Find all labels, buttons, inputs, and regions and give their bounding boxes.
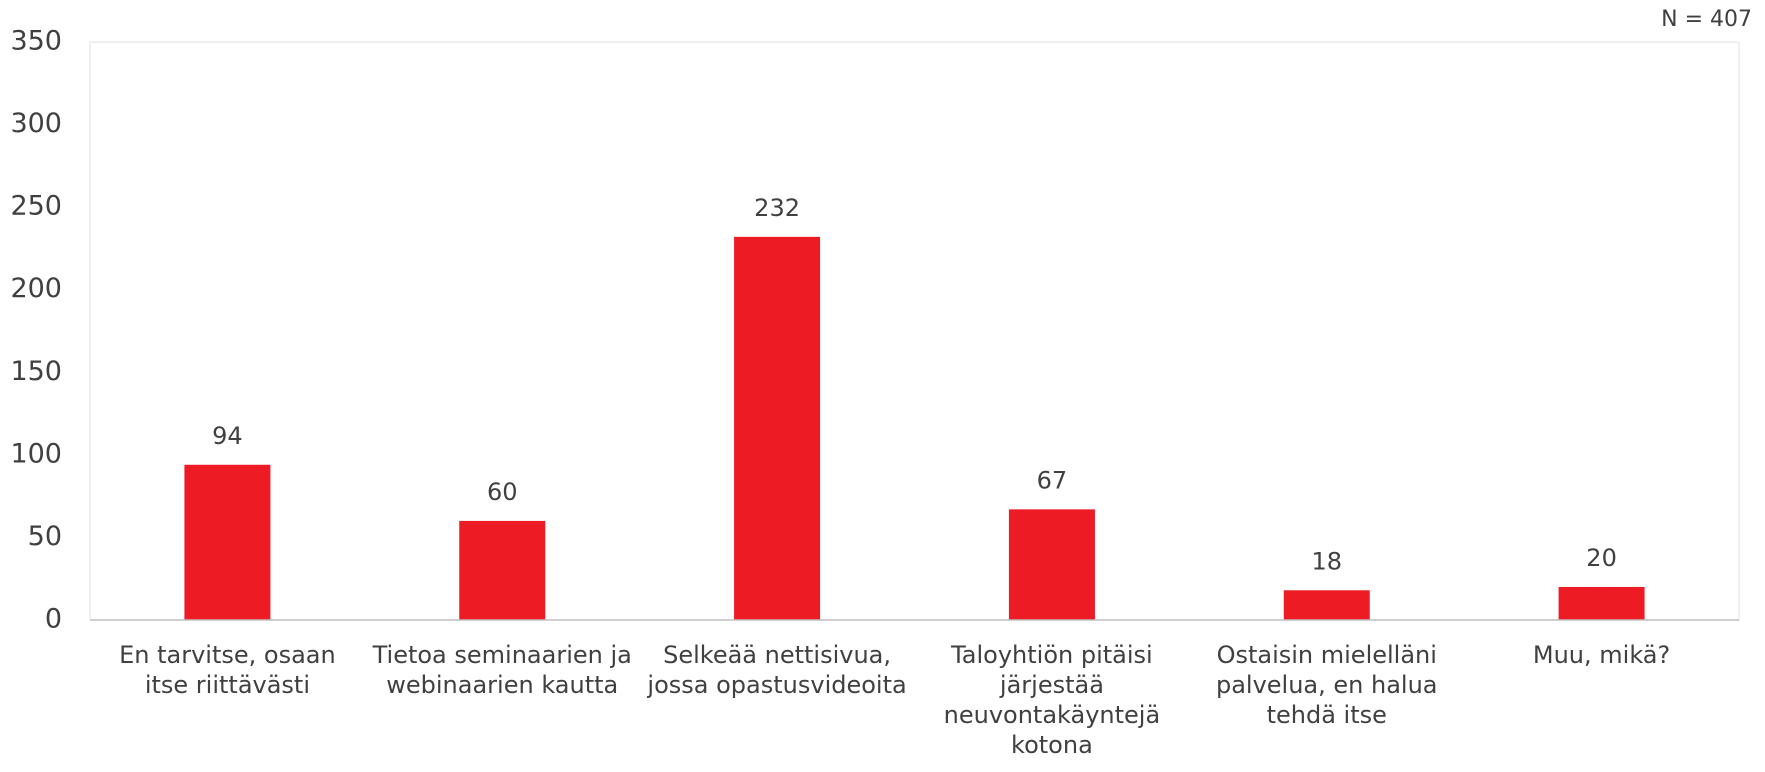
y-tick-label: 150 bbox=[10, 356, 62, 387]
x-tick-label: Ostaisin mielelläni palvelua, en halua t… bbox=[1215, 641, 1438, 729]
x-tick-label: Tietoa seminaarien ja webinaarien kautta bbox=[372, 641, 632, 699]
y-tick-label: 50 bbox=[28, 521, 62, 552]
sample-size-note: N = 407 bbox=[1661, 7, 1752, 32]
y-tick-label: 300 bbox=[10, 108, 62, 139]
x-tick-label: Muu, mikä? bbox=[1532, 641, 1671, 669]
value-label: 20 bbox=[1586, 544, 1617, 572]
bar bbox=[1008, 509, 1095, 620]
bar bbox=[459, 520, 546, 620]
y-tick-label: 350 bbox=[10, 26, 62, 57]
y-tick-label: 0 bbox=[45, 604, 62, 635]
bar bbox=[1558, 586, 1645, 620]
x-tick-label: Selkeää nettisivua, jossa opastusvideoit… bbox=[647, 641, 907, 699]
y-tick-label: 250 bbox=[10, 191, 62, 222]
value-label: 94 bbox=[212, 422, 243, 450]
x-tick-label: En tarvitse, osaan itse riittävästi bbox=[119, 641, 336, 699]
bar bbox=[1283, 590, 1370, 620]
y-tick-label: 100 bbox=[10, 438, 62, 469]
y-tick-label: 200 bbox=[10, 273, 62, 304]
value-label: 67 bbox=[1037, 466, 1068, 494]
value-label: 18 bbox=[1311, 547, 1342, 575]
bar bbox=[734, 236, 821, 620]
bar bbox=[184, 464, 271, 620]
value-label: 60 bbox=[487, 478, 518, 506]
plot-frame bbox=[89, 41, 1740, 621]
x-tick-label: Taloyhtiön pitäisi järjestää neuvontakäy… bbox=[943, 641, 1161, 759]
value-label: 232 bbox=[754, 194, 800, 222]
